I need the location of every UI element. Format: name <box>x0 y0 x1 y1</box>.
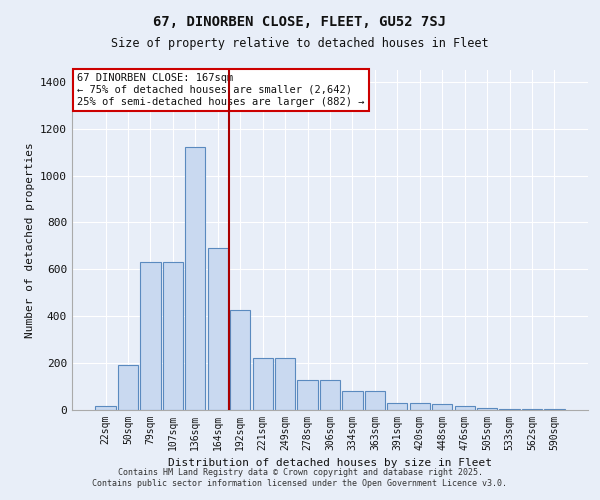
Bar <box>230 310 250 410</box>
Bar <box>275 358 295 410</box>
Bar <box>118 366 138 410</box>
Bar <box>140 262 161 410</box>
Text: Size of property relative to detached houses in Fleet: Size of property relative to detached ho… <box>111 38 489 51</box>
Bar <box>208 248 228 410</box>
Text: 67, DINORBEN CLOSE, FLEET, GU52 7SJ: 67, DINORBEN CLOSE, FLEET, GU52 7SJ <box>154 15 446 29</box>
Bar <box>544 409 565 410</box>
Bar <box>320 380 340 410</box>
Bar <box>477 408 497 410</box>
Bar <box>365 391 385 410</box>
Bar <box>387 403 407 410</box>
Bar <box>499 409 520 410</box>
Bar <box>455 406 475 410</box>
Text: Contains HM Land Registry data © Crown copyright and database right 2025.
Contai: Contains HM Land Registry data © Crown c… <box>92 468 508 487</box>
Bar <box>432 404 452 410</box>
Bar <box>410 403 430 410</box>
Bar <box>298 380 317 410</box>
Bar <box>253 358 273 410</box>
X-axis label: Distribution of detached houses by size in Fleet: Distribution of detached houses by size … <box>168 458 492 468</box>
Bar <box>343 391 362 410</box>
Y-axis label: Number of detached properties: Number of detached properties <box>25 142 35 338</box>
Bar <box>522 409 542 410</box>
Bar <box>95 406 116 410</box>
Bar <box>185 148 205 410</box>
Bar <box>163 262 183 410</box>
Text: 67 DINORBEN CLOSE: 167sqm
← 75% of detached houses are smaller (2,642)
25% of se: 67 DINORBEN CLOSE: 167sqm ← 75% of detac… <box>77 74 365 106</box>
